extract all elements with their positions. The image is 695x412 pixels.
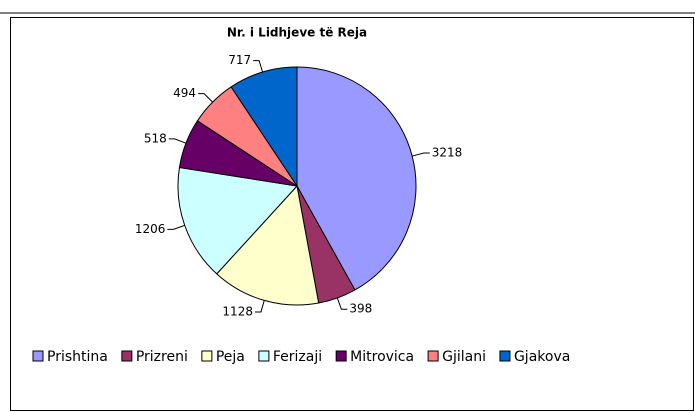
legend-label: Prizreni [136,349,188,365]
data-label: 717 [228,53,251,67]
legend-swatch [335,350,347,362]
leader-line [412,152,430,157]
data-label: 398 [349,302,372,316]
chart-title: Nr. i Lidhjeve të Reja [227,26,367,40]
legend-label: Gjilani [442,349,486,365]
legend-label: Mitrovica [350,349,414,365]
legend-label: Gjakova [514,349,570,365]
legend-swatch [499,350,511,362]
data-label: 1128 [222,304,253,318]
leader-line [253,60,264,73]
data-label: 518 [144,131,167,145]
legend-label: Peja [216,349,245,365]
legend-label: Ferizaji [273,349,322,365]
leader-line [167,224,185,230]
pie-slice [296,66,417,291]
legend-swatch [258,350,270,362]
legend-swatch [32,350,44,362]
data-label: 494 [173,86,196,100]
legend-swatch [427,350,439,362]
pie-slice [230,66,298,188]
legend-swatch [121,350,133,362]
data-label: 1206 [135,222,166,236]
legend-swatch [201,350,213,362]
data-label: 3218 [432,146,463,160]
leader-line [254,300,265,313]
leader-line [198,93,213,103]
legend-label: Prishtina [47,349,108,365]
pie-slice [216,184,320,306]
leader-line [168,138,187,144]
pie-slice [177,166,298,275]
leader-line [336,297,348,310]
